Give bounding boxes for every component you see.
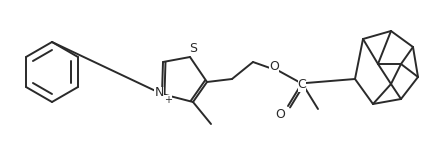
Text: C: C [298,78,306,92]
Text: O: O [269,60,279,73]
Text: S: S [189,43,197,56]
Text: N: N [155,87,164,100]
Text: O: O [275,108,285,121]
Text: +: + [164,95,172,105]
